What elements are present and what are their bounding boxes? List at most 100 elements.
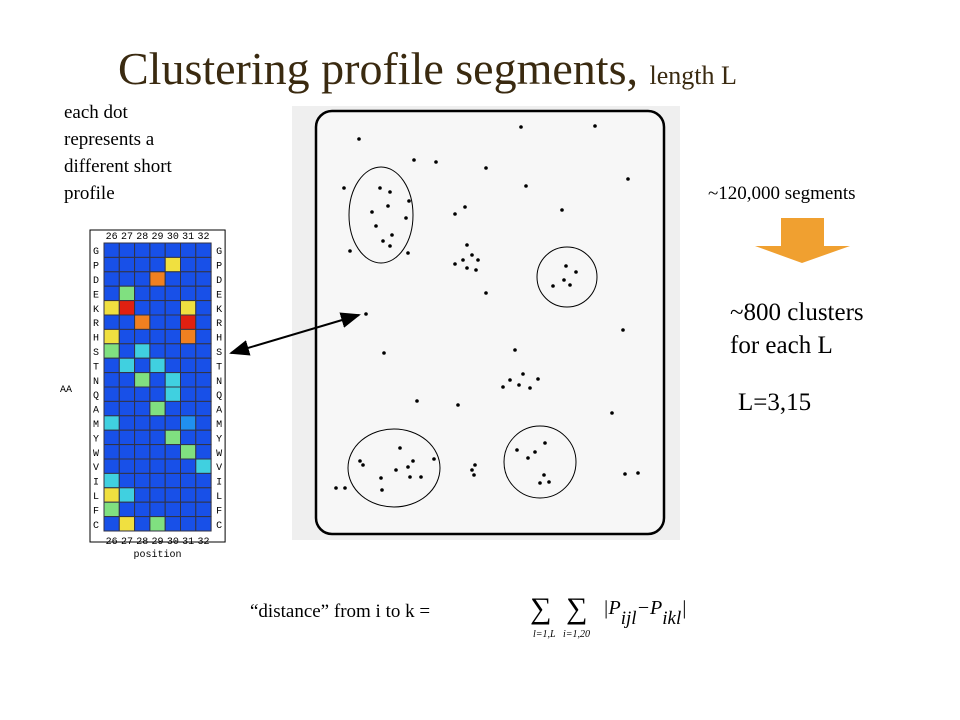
row-label: E	[93, 290, 99, 301]
heat-cell	[149, 516, 166, 532]
heat-cell	[118, 285, 136, 302]
heat-cell	[195, 357, 212, 374]
heat-cell	[149, 372, 166, 388]
heat-cell	[134, 516, 151, 532]
heat-cell	[164, 415, 181, 431]
heat-cell	[149, 328, 166, 345]
heat-cell	[164, 256, 181, 273]
heat-cell	[164, 400, 181, 417]
heat-cell	[180, 285, 197, 302]
heat-cell	[134, 487, 151, 503]
heat-cell	[149, 300, 166, 316]
row-label: D	[93, 276, 99, 287]
heat-cell	[134, 271, 151, 287]
lengths: L=3,15	[738, 389, 811, 416]
row-label: G	[93, 247, 99, 258]
heat-cell	[118, 242, 136, 258]
heat-cell	[195, 458, 212, 474]
heat-cell	[164, 516, 181, 532]
heat-cell	[134, 429, 151, 446]
dot	[406, 465, 410, 469]
dot	[390, 233, 394, 237]
clusters: for each L	[730, 332, 833, 359]
heat-cell	[118, 256, 136, 273]
heat-cell	[149, 357, 166, 374]
heat-cell	[195, 242, 212, 258]
column-label: 26	[106, 537, 118, 548]
heat-cell	[149, 343, 166, 359]
heat-cell	[103, 328, 120, 345]
heat-cell	[134, 386, 151, 402]
heat-cell	[103, 314, 120, 330]
column-label: 26	[106, 232, 118, 243]
heat-cell	[180, 271, 197, 287]
row-label: K	[93, 305, 99, 316]
heat-cell	[134, 328, 151, 345]
heat-cell	[149, 458, 166, 474]
heat-cell	[164, 472, 181, 489]
heat-cell	[164, 314, 181, 330]
dot	[636, 471, 640, 475]
heat-cell	[118, 415, 136, 431]
heat-cell	[103, 415, 120, 431]
dot	[473, 463, 477, 467]
heat-cell	[164, 372, 181, 388]
row-label: H	[216, 334, 222, 345]
heat-cell	[103, 285, 120, 302]
heat-cell	[103, 516, 120, 532]
heat-cell	[149, 487, 166, 503]
sum-index: l=1,L	[533, 629, 556, 640]
heat-cell	[180, 429, 197, 446]
heat-cell	[195, 386, 212, 402]
dot	[453, 262, 457, 266]
row-label: R	[216, 319, 222, 330]
row-label: T	[93, 362, 99, 373]
heat-cell	[118, 487, 136, 503]
dot	[394, 468, 398, 472]
column-label: 32	[197, 537, 209, 548]
row-label: R	[93, 319, 99, 330]
dot	[551, 284, 555, 288]
heat-cell	[195, 415, 212, 431]
heat-cell	[195, 314, 212, 330]
cluster	[348, 166, 414, 264]
heat-cell	[134, 343, 151, 359]
heat-cell	[118, 386, 136, 402]
heat-cell	[195, 271, 212, 287]
down-arrow	[755, 218, 850, 263]
heat-cell	[195, 300, 212, 316]
heat-cell	[195, 472, 212, 489]
row-label: H	[93, 334, 99, 345]
dot	[463, 205, 467, 209]
dot	[342, 186, 346, 190]
heat-cell	[164, 300, 181, 316]
column-label: 29	[152, 232, 164, 243]
column-label: 29	[152, 537, 164, 548]
formula: “distance” from i to k = ∑ l=1,L ∑ i=1,2…	[250, 592, 687, 640]
row-label: P	[216, 262, 222, 273]
heat-cell	[195, 487, 212, 503]
dot	[357, 137, 361, 141]
heat-cell	[103, 256, 120, 273]
dot	[610, 411, 614, 415]
dot	[415, 399, 419, 403]
row-label: V	[216, 463, 222, 474]
heat-cell	[134, 501, 151, 518]
column-label: 27	[121, 232, 133, 243]
dot	[517, 383, 521, 387]
heat-cell	[180, 472, 197, 489]
heat-cell	[134, 400, 151, 417]
heat-cell	[134, 372, 151, 388]
heat-cell	[195, 328, 212, 345]
heat-cell	[118, 271, 136, 287]
heat-cell	[134, 314, 151, 330]
sum-index: i=1,20	[563, 629, 590, 640]
dot	[560, 208, 564, 212]
heat-cell	[118, 501, 136, 518]
heat-cell	[180, 256, 197, 273]
dot	[484, 291, 488, 295]
heat-cell	[118, 516, 136, 532]
column-label: 27	[121, 537, 133, 548]
row-label: G	[216, 247, 222, 258]
dot	[623, 472, 627, 476]
